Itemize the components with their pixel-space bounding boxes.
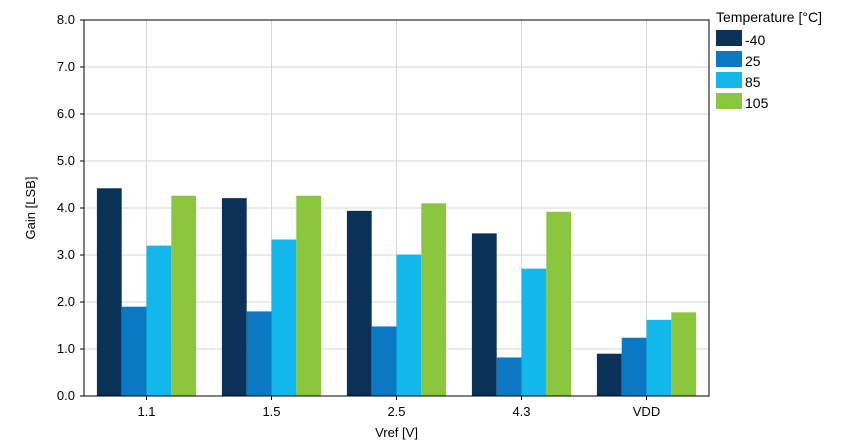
bars-group [96,188,697,396]
bar [396,254,422,396]
bar [521,268,547,396]
legend-label: 25 [745,53,761,69]
bar [296,195,322,396]
bar [421,203,447,396]
legend-title: Temperature [°C] [716,9,822,25]
x-tick-label: 1.1 [137,404,155,419]
bar [671,312,697,396]
bar [271,239,297,396]
bar [246,311,272,396]
bar [121,306,147,396]
y-tick-label: 4.0 [57,200,75,215]
legend-label: 85 [745,74,761,90]
y-tick-label: 0.0 [57,388,75,403]
y-tick-label: 2.0 [57,294,75,309]
legend: Temperature [°C] -40 25 85 105 [716,9,822,111]
y-tick-label: 6.0 [57,106,75,121]
x-axis-label: Vref [V] [375,425,418,440]
bar [171,195,197,396]
bar [496,357,522,396]
bar [471,233,497,396]
legend-swatch [716,93,742,109]
x-axis: 1.1 1.5 2.5 4.3 VDD [137,396,660,419]
legend-swatch [716,51,742,67]
y-tick-label: 1.0 [57,341,75,356]
bar [346,210,372,396]
bar [621,337,647,396]
legend-swatch [716,72,742,88]
x-tick-label: 4.3 [512,404,530,419]
bar [371,326,397,396]
x-tick-label: 1.5 [262,404,280,419]
y-axis-label: Gain [LSB] [23,177,38,240]
y-tick-label: 5.0 [57,153,75,168]
legend-label: 105 [745,95,769,111]
bar [546,211,572,396]
legend-label: -40 [745,32,765,48]
y-axis: 0.0 1.0 2.0 3.0 4.0 5.0 6.0 7.0 8.0 [57,12,84,403]
legend-swatch [716,30,742,46]
x-tick-label: 2.5 [387,404,405,419]
y-tick-label: 8.0 [57,12,75,27]
bar [96,188,122,396]
x-tick-label: VDD [633,404,660,419]
bar [221,198,247,396]
y-tick-label: 7.0 [57,59,75,74]
bar [646,319,672,396]
bar [146,245,172,396]
y-tick-label: 3.0 [57,247,75,262]
bar [596,353,622,396]
